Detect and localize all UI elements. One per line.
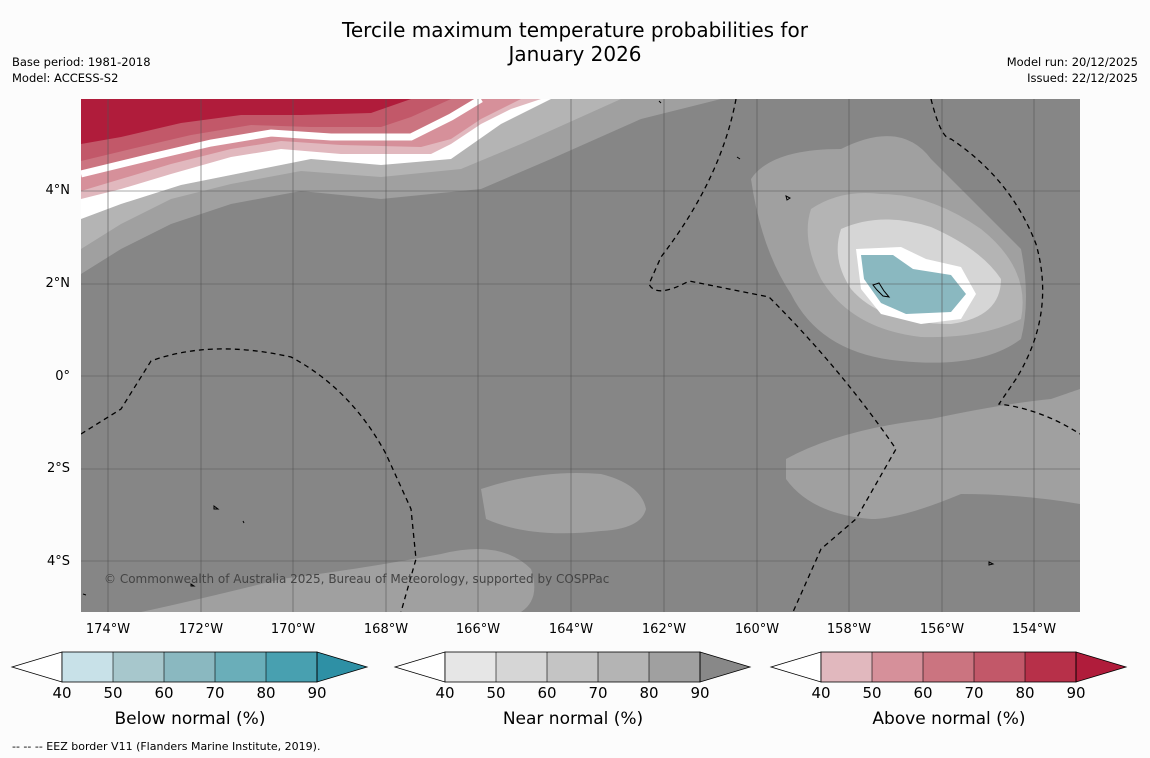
colorbar-below-tick: 90 xyxy=(307,684,327,702)
meta-right: Model run: 20/12/2025 Issued: 22/12/2025 xyxy=(1007,54,1138,86)
colorbar-above-tick: 60 xyxy=(913,684,933,702)
lat-label-0: 0° xyxy=(55,369,70,384)
lon-label-166w: 166°W xyxy=(455,622,501,637)
colorbar-below-extend-low xyxy=(10,651,63,683)
colorbar-above-normal xyxy=(769,651,1128,683)
colorbar-above-extend-low xyxy=(769,651,822,683)
colorbar-near-tick: 40 xyxy=(435,684,455,702)
colorbar-below-tick: 50 xyxy=(103,684,123,702)
colorbar-below-segment xyxy=(164,652,215,682)
graticule xyxy=(81,99,1080,612)
meta-left: Base period: 1981-2018 Model: ACCESS-S2 xyxy=(12,54,151,86)
colorbar-above-segment xyxy=(923,652,974,682)
lon-label-154w: 154°W xyxy=(1011,622,1057,637)
colorbar-below-extend-high xyxy=(316,651,369,683)
lon-label-162w: 162°W xyxy=(641,622,687,637)
eez-borders xyxy=(81,99,1080,612)
colorbar-near-segment xyxy=(598,652,649,682)
lon-label-156w: 156°W xyxy=(919,622,965,637)
chart-title: Tercile maximum temperature probabilitie… xyxy=(0,18,1150,66)
model-run: Model run: 20/12/2025 xyxy=(1006,55,1138,69)
colorbar-below-tick: 60 xyxy=(154,684,174,702)
lon-label-170w: 170°W xyxy=(270,622,316,637)
colorbar-above-label: Above normal (%) xyxy=(872,709,1026,729)
colorbar-near-segment xyxy=(496,652,547,682)
colorbar-below-label: Below normal (%) xyxy=(114,709,266,729)
colorbar-above-tick: 80 xyxy=(1015,684,1035,702)
colorbar-near-extend-high xyxy=(699,651,752,683)
probability-map[interactable] xyxy=(81,99,1080,612)
colorbar-above-segment xyxy=(821,652,872,682)
colorbar-near-tick: 50 xyxy=(486,684,506,702)
title-line-1: Tercile maximum temperature probabilitie… xyxy=(342,18,808,42)
colorbar-near-segment xyxy=(445,652,496,682)
colorbar-near-extend-low xyxy=(393,651,446,683)
colorbar-above-segment xyxy=(974,652,1025,682)
lat-label-2n: 2°N xyxy=(45,276,71,291)
lon-label-158w: 158°W xyxy=(826,622,872,637)
lat-label-2s: 2°S xyxy=(46,461,70,476)
colorbar-near-tick: 60 xyxy=(537,684,557,702)
below-normal-region xyxy=(751,136,1026,363)
near-normal-patches xyxy=(141,389,1080,612)
base-period: Base period: 1981-2018 xyxy=(12,55,151,69)
lon-label-168w: 168°W xyxy=(363,622,409,637)
colorbar-above-extend-high xyxy=(1075,651,1128,683)
colorbar-below-segment xyxy=(62,652,113,682)
colorbar-below-segment xyxy=(266,652,317,682)
colorbar-below-normal xyxy=(10,651,369,683)
colorbar-near-normal xyxy=(393,651,752,683)
model-name: Model: ACCESS-S2 xyxy=(12,71,119,85)
colorbar-near-tick: 90 xyxy=(690,684,710,702)
coastlines xyxy=(82,100,995,596)
issued-date: Issued: 22/12/2025 xyxy=(1027,71,1138,85)
copyright-notice: © Commonwealth of Australia 2025, Bureau… xyxy=(104,572,610,586)
colorbar-above-tick: 40 xyxy=(811,684,831,702)
lon-label-174w: 174°W xyxy=(85,622,131,637)
lon-label-164w: 164°W xyxy=(548,622,594,637)
title-line-2: January 2026 xyxy=(508,42,642,66)
lon-label-172w: 172°W xyxy=(178,622,224,637)
eez-footnote: -- -- -- EEZ border V11 (Flanders Marine… xyxy=(12,740,321,753)
lat-label-4n: 4°N xyxy=(45,183,71,198)
lat-label-4s: 4°S xyxy=(46,554,70,569)
lon-label-160w: 160°W xyxy=(734,622,780,637)
colorbar-below-tick: 80 xyxy=(256,684,276,702)
colorbar-above-segment xyxy=(1025,652,1076,682)
colorbar-near-tick: 70 xyxy=(588,684,608,702)
colorbar-near-label: Near normal (%) xyxy=(502,709,644,729)
colorbar-near-tick: 80 xyxy=(639,684,659,702)
colorbar-above-tick: 90 xyxy=(1066,684,1086,702)
colorbar-below-segment xyxy=(113,652,164,682)
colorbar-near-segment xyxy=(649,652,700,682)
colorbar-below-tick: 40 xyxy=(52,684,72,702)
colorbar-above-segment xyxy=(872,652,923,682)
colorbar-below-tick: 70 xyxy=(205,684,225,702)
colorbar-near-segment xyxy=(547,652,598,682)
colorbar-above-tick: 70 xyxy=(964,684,984,702)
above-normal-region xyxy=(81,99,1080,274)
colorbar-above-tick: 50 xyxy=(862,684,882,702)
colorbar-below-segment xyxy=(215,652,266,682)
